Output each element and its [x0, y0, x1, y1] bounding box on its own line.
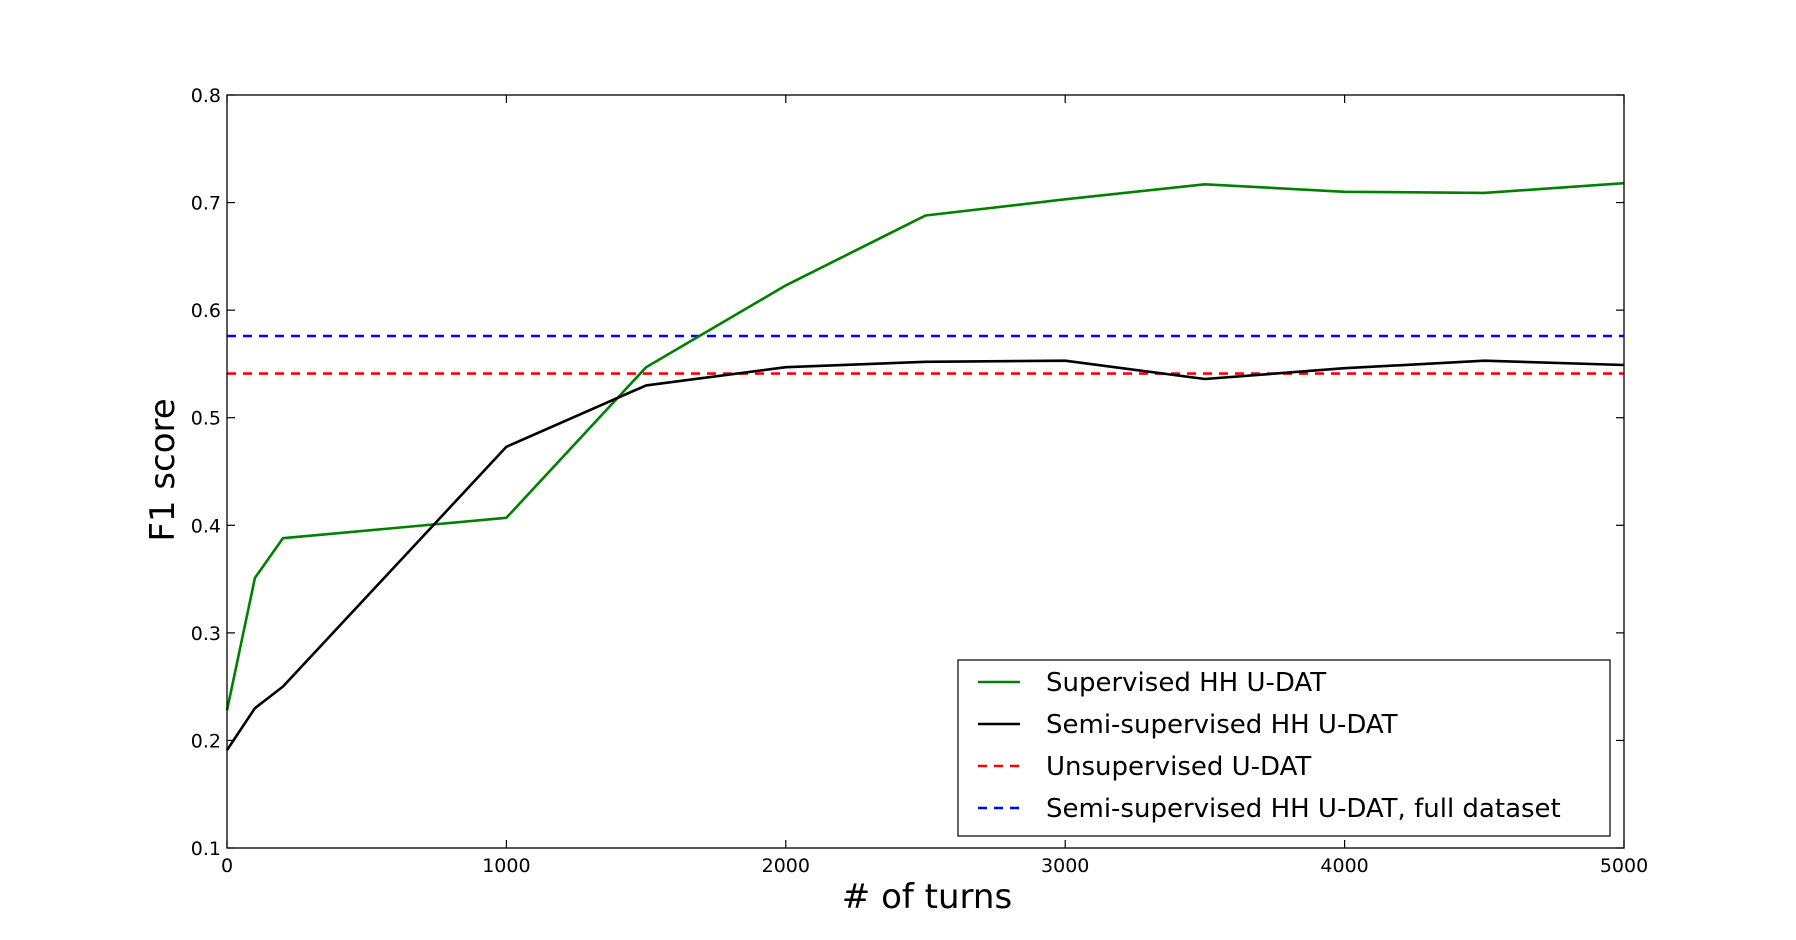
legend-label: Supervised HH U-DAT — [1046, 668, 1326, 698]
y-tick-label: 0.3 — [191, 623, 221, 645]
series-line-semi-supervised-hh-u-dat — [225, 359, 1625, 751]
y-tick-label: 0.5 — [191, 408, 221, 430]
x-tick-label: 0 — [221, 855, 233, 877]
x-tick-label: 5000 — [1600, 855, 1648, 877]
legend-box — [957, 659, 1611, 837]
series-line-supervised-hh-u-dat — [225, 181, 1625, 711]
y-tick-label: 0.2 — [191, 730, 221, 752]
legend-label: Unsupervised U-DAT — [1046, 752, 1311, 782]
legend: Supervised HH U-DAT Semi-supervised HH U-… — [957, 659, 1611, 837]
y-tick-label: 0.8 — [191, 85, 221, 107]
y-tick-label: 0.7 — [191, 193, 221, 215]
x-tick-label: 1000 — [482, 855, 530, 877]
x-tick-label: 4000 — [1320, 855, 1368, 877]
y-tick-label: 0.1 — [191, 838, 221, 860]
series-layer — [225, 181, 1625, 751]
ticks-layer: 0 1000 2000 3000 4000 5000 0.1 0.2 0.3 0.4 0.5 0.6 0… — [191, 85, 1648, 877]
y-tick-label: 0.6 — [191, 300, 221, 322]
y-axis-label: F1 score — [143, 398, 183, 541]
legend-label: Semi-supervised HH U-DAT — [1046, 710, 1398, 740]
plot-frame — [226, 94, 1625, 849]
x-tick-label: 3000 — [1041, 855, 1089, 877]
y-tick-label: 0.4 — [191, 515, 221, 537]
legend-label: Semi-supervised HH U-DAT, full dataset — [1046, 794, 1561, 824]
x-axis-label: # of turns — [842, 877, 1012, 917]
x-tick-label: 2000 — [762, 855, 810, 877]
